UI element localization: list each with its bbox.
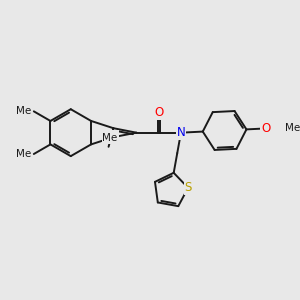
Text: O: O (261, 122, 270, 135)
Text: Me: Me (16, 106, 32, 116)
Text: Me: Me (285, 123, 300, 133)
Text: Me: Me (102, 133, 118, 143)
Text: S: S (184, 181, 192, 194)
Text: O: O (109, 131, 118, 144)
Text: O: O (154, 106, 164, 119)
Text: Me: Me (16, 149, 32, 159)
Text: N: N (177, 126, 185, 139)
